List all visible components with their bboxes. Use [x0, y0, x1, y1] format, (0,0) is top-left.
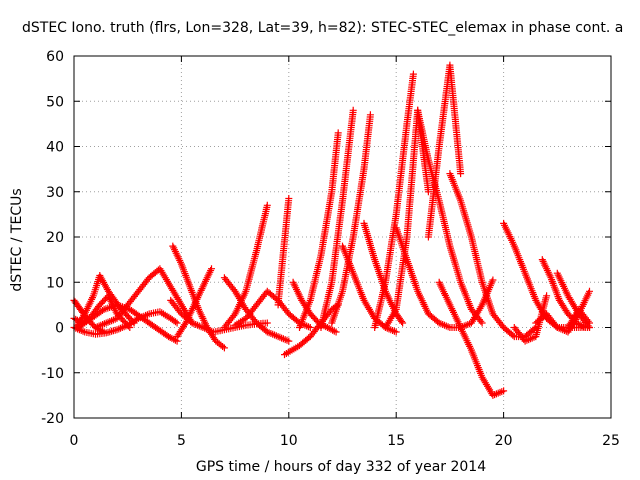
data-point — [489, 276, 497, 284]
data-point — [285, 195, 293, 202]
series-arc-04 — [70, 308, 181, 338]
x-tick-label: 0 — [70, 433, 79, 449]
series-arc-23 — [392, 224, 465, 331]
axis-ticks: 0 5 10 15 20 25 -20 -10 0 10 20 30 40 50 60 — [41, 49, 620, 449]
series-arc-17 — [317, 106, 357, 331]
data-point — [489, 391, 497, 399]
series-arc-18 — [328, 111, 374, 327]
data-point — [409, 70, 417, 78]
data-point — [306, 324, 314, 331]
data-point — [99, 307, 106, 314]
x-tick-label: 20 — [495, 433, 513, 449]
data-point — [285, 337, 293, 345]
series-arc-06 — [74, 301, 181, 345]
series-arc-20 — [360, 219, 407, 327]
series-arc-26 — [435, 278, 508, 399]
series-arc-13 — [274, 195, 293, 309]
series-arc-21 — [371, 70, 417, 331]
y-tick-label: 20 — [46, 230, 64, 246]
data-point — [79, 327, 87, 335]
series-arc-16 — [296, 129, 342, 331]
grid — [74, 56, 611, 418]
data-point — [172, 318, 179, 326]
data-point — [204, 326, 212, 334]
y-tick-label: 60 — [46, 49, 64, 65]
data-point — [171, 336, 179, 344]
series-arc-24 — [414, 106, 486, 327]
data-point — [263, 201, 271, 209]
y-tick-label: 40 — [46, 140, 64, 156]
y-axis-label: dSTEC / TECUs — [9, 188, 25, 291]
data-point — [477, 317, 485, 325]
data-point — [435, 319, 443, 327]
data-point — [478, 319, 486, 327]
y-tick-label: 30 — [46, 185, 64, 201]
data-point — [586, 319, 593, 327]
y-tick-label: -10 — [41, 366, 64, 382]
y-tick-label: 10 — [46, 275, 64, 291]
data-point — [230, 312, 238, 320]
data-point — [398, 318, 406, 325]
series-arc-12 — [220, 201, 271, 331]
data-point — [349, 106, 357, 114]
x-tick-label: 5 — [177, 433, 186, 449]
series-arc-25 — [424, 61, 465, 241]
series-arc-05 — [92, 265, 196, 331]
data-point — [584, 317, 592, 325]
data-point — [392, 328, 400, 336]
data-point — [509, 331, 517, 339]
series-arc-27 — [446, 170, 486, 286]
data-point — [220, 344, 228, 352]
data-point — [334, 129, 342, 137]
data-point — [366, 111, 374, 119]
series-group — [70, 61, 593, 399]
data-point — [95, 322, 103, 330]
data-point — [115, 325, 123, 333]
plot-frame — [73, 55, 612, 419]
data-point — [527, 335, 534, 343]
data-point — [276, 333, 284, 341]
data-point — [500, 387, 508, 395]
x-axis-label: GPS time / hours of day 332 of year 2014 — [196, 459, 486, 475]
x-tick-label: 25 — [602, 433, 620, 449]
x-tick-label: 10 — [280, 433, 298, 449]
series-arc-07 — [169, 242, 228, 352]
chart-title: dSTEC Iono. truth (flrs, Lon=328, Lat=39… — [22, 20, 623, 36]
data-point — [399, 319, 407, 327]
series-arc-35 — [564, 305, 593, 331]
data-point — [332, 328, 340, 336]
y-tick-label: 0 — [55, 321, 64, 337]
data-point — [457, 170, 465, 178]
y-tick-label: -20 — [41, 411, 64, 427]
data-point — [586, 287, 593, 295]
x-tick-label: 15 — [387, 433, 405, 449]
y-tick-label: 50 — [46, 94, 64, 110]
data-point — [543, 292, 551, 300]
data-point — [173, 319, 181, 327]
data-point — [263, 319, 271, 327]
data-point — [208, 265, 215, 273]
series-arc-09 — [173, 265, 215, 341]
